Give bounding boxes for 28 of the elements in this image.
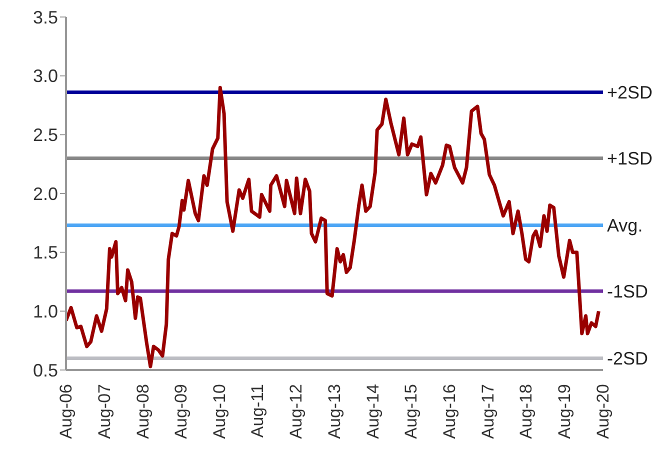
- x-tick-label: Aug-11: [248, 384, 268, 438]
- x-tick-label: Aug-14: [363, 384, 382, 439]
- x-tick-label: Aug-15: [402, 384, 421, 439]
- x-tick-label: Aug-09: [172, 384, 191, 439]
- x-tick-label: Aug-13: [325, 384, 344, 439]
- ref-line-label: -1SD: [607, 282, 648, 302]
- y-tick-label: 3.5: [32, 7, 58, 28]
- y-tick-label: 1.0: [32, 302, 58, 322]
- x-tick-label: Aug-06: [56, 384, 76, 439]
- y-tick-label: 2.5: [32, 125, 58, 146]
- ref-line-label: -2SD: [607, 348, 648, 369]
- x-tick-label: Aug-19: [555, 384, 574, 439]
- ref-line-label: +1SD: [607, 148, 653, 169]
- x-tick-label: Aug-08: [133, 384, 152, 439]
- x-tick-label: Aug-07: [94, 384, 114, 439]
- x-tick-label: Aug-17: [478, 384, 498, 439]
- y-tick-label: 1.5: [32, 242, 58, 263]
- ref-line-label: Avg.: [607, 216, 643, 236]
- y-tick-label: 2.0: [32, 184, 58, 204]
- y-tick-label: 3.0: [32, 66, 58, 86]
- line-series: [66, 86, 600, 368]
- x-tick-label: Aug-12: [286, 384, 306, 439]
- x-tick-label: Aug-20: [594, 384, 612, 439]
- x-tick-label: Aug-18: [516, 384, 536, 439]
- x-tick-label: Aug-10: [210, 384, 229, 439]
- ref-line-label: +2SD: [607, 82, 653, 103]
- y-tick-label: 0.5: [32, 360, 58, 380]
- x-tick-label: Aug-16: [440, 384, 460, 439]
